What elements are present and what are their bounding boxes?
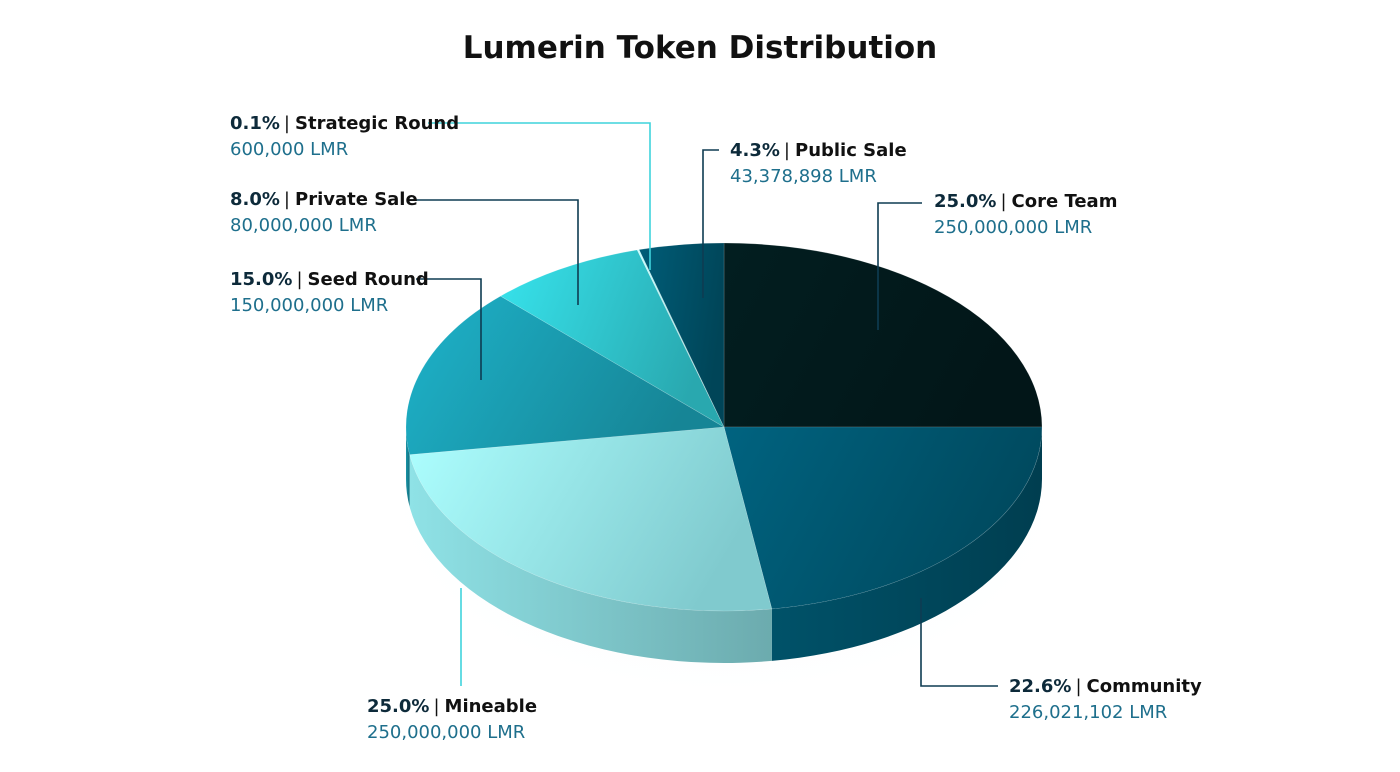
label-name-strategic-round: Strategic Round [295,113,459,134]
label-percent-private-sale: 8.0% [230,189,280,210]
label-amount-private-sale: 80,000,000 LMR [230,215,377,236]
label-core-team: 25.0% | Core Team [934,191,1117,212]
label-name-public-sale: Public Sale [795,140,907,161]
slice-community [723,426,1043,610]
label-community: 22.6% | Community [1009,676,1202,697]
leader-line-core-team [877,202,922,330]
chart-title: Lumerin Token Distribution [462,30,938,66]
label-percent-strategic-round: 0.1% [230,113,280,134]
label-amount-strategic-round: 600,000 LMR [230,139,348,160]
label-separator-private-sale: | [284,189,290,210]
leader-line-community [920,598,998,687]
label-separator-core-team: | [1000,191,1006,212]
label-name-core-team: Core Team [1012,191,1118,212]
label-amount-core-team: 250,000,000 LMR [934,217,1092,238]
slice-private-sale [499,249,725,428]
leader-line-private-sale [410,199,579,305]
label-name-seed-round: Seed Round [308,269,429,290]
label-name-mineable: Mineable [445,696,538,717]
slice-core-team [723,242,1043,428]
label-separator-mineable: | [433,696,439,717]
label-percent-community: 22.6% [1009,676,1071,697]
label-name-private-sale: Private Sale [295,189,418,210]
label-separator-public-sale: | [784,140,790,161]
label-seed-round: 15.0% | Seed Round [230,269,429,290]
leader-line-seed-round [416,278,482,380]
slice-seed-round [405,295,725,455]
slice-strategic-round [636,249,725,428]
label-public-sale: 4.3% | Public Sale [730,140,907,161]
leader-line-strategic-round [428,122,651,270]
label-amount-seed-round: 150,000,000 LMR [230,295,388,316]
label-amount-community: 226,021,102 LMR [1009,702,1167,723]
label-percent-seed-round: 15.0% [230,269,292,290]
label-percent-mineable: 25.0% [367,696,429,717]
label-mineable: 25.0% | Mineable [367,696,537,717]
label-private-sale: 8.0% | Private Sale [230,189,418,210]
label-separator-community: | [1075,676,1081,697]
slice-side-community [771,427,1042,661]
leader-line-public-sale [702,149,719,298]
label-amount-mineable: 250,000,000 LMR [367,722,525,743]
slice-mineable [409,426,773,612]
label-separator-strategic-round: | [284,113,290,134]
label-percent-public-sale: 4.3% [730,140,780,161]
label-name-community: Community [1087,676,1202,697]
label-strategic-round: 0.1% | Strategic Round [230,113,459,134]
slice-side-mineable [409,454,772,663]
slice-side-seed-round [406,427,410,507]
label-separator-seed-round: | [296,269,302,290]
label-percent-core-team: 25.0% [934,191,996,212]
label-amount-public-sale: 43,378,898 LMR [730,166,877,187]
